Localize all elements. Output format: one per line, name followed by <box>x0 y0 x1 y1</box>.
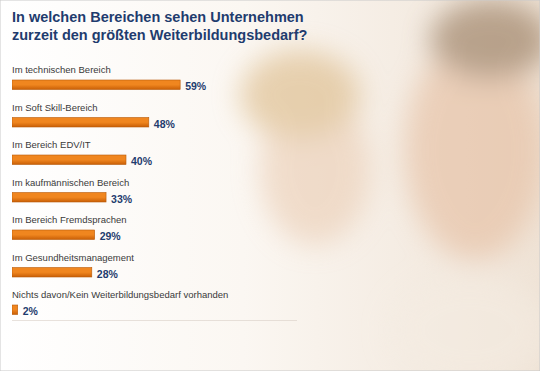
background-photo <box>240 0 540 371</box>
frame <box>0 0 540 371</box>
category-label: Im Gesundheitsmanagement <box>12 252 134 263</box>
title-line: In welchen Bereichen sehen Unternehmen <box>12 9 304 25</box>
chart-svg: In welchen Bereichen sehen Unternehmen zu… <box>0 0 540 371</box>
title: In welchen Bereichen sehen Unternehmen zu… <box>12 9 308 43</box>
bar <box>12 80 180 90</box>
category-label: Im technischen Bereich <box>12 64 111 75</box>
category-label: Im Bereich Fremdsprachen <box>12 214 127 225</box>
bar <box>12 268 92 278</box>
bar <box>12 118 149 128</box>
x-axis-line <box>12 320 297 321</box>
blur-shape <box>430 0 540 80</box>
category-label: Nichts davon/Kein Weiterbildungsbedarf v… <box>12 289 228 300</box>
data-label: 2% <box>23 305 39 317</box>
bar <box>12 155 126 165</box>
data-label: 33% <box>111 193 133 205</box>
labels: Im technischen Bereich 59% Im Soft Skill-B… <box>12 64 228 317</box>
data-label: 29% <box>100 230 122 242</box>
blur-shape <box>390 275 540 371</box>
category-label: Im Bereich EDV/IT <box>12 139 91 150</box>
bars <box>12 80 180 315</box>
title-line: zurzeit den größten Weiterbildungsbedarf… <box>12 27 308 43</box>
data-label: 28% <box>97 268 119 280</box>
bar <box>12 230 95 240</box>
data-label: 40% <box>131 155 153 167</box>
category-label: Im Soft Skill-Bereich <box>12 102 98 113</box>
bar <box>12 305 18 315</box>
data-label: 59% <box>185 80 207 92</box>
blur-shape <box>240 50 360 140</box>
data-label: 48% <box>154 118 176 130</box>
bar <box>12 193 106 203</box>
category-label: Im kaufmännischen Bereich <box>12 177 129 188</box>
